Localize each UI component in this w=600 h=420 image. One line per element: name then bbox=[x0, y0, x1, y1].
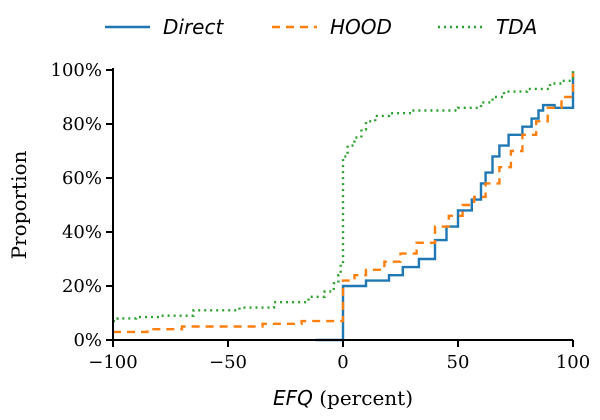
x-axis-label: EFQ (percent) bbox=[273, 386, 413, 410]
series-line-direct bbox=[315, 72, 575, 342]
x-axis-label-unit: (percent) bbox=[319, 386, 413, 410]
series-layer bbox=[113, 70, 575, 342]
x-tick-label: 100 bbox=[556, 352, 590, 373]
legend-label-direct: Direct bbox=[163, 15, 224, 39]
y-axis-label: Proportion bbox=[7, 150, 31, 259]
plot-area: 0% 20% 40% 60% 80% 100% −100 −50 0 50 100 bbox=[51, 60, 591, 373]
y-tick-label: 60% bbox=[62, 168, 102, 189]
y-tick-label: 40% bbox=[62, 222, 102, 243]
series-line-tda bbox=[113, 70, 575, 323]
y-tick-label: 20% bbox=[62, 276, 102, 297]
y-tick-label: 80% bbox=[62, 114, 102, 135]
x-tick-label: −50 bbox=[209, 352, 247, 373]
y-tick-label: 0% bbox=[73, 330, 102, 351]
y-tick-label: 100% bbox=[51, 60, 102, 81]
x-tick-label: 0 bbox=[337, 352, 348, 373]
legend-label-tda: TDA bbox=[496, 15, 537, 39]
legend-label-hood: HOOD bbox=[330, 15, 392, 39]
series-line-hood bbox=[113, 72, 575, 334]
x-tick-label: 50 bbox=[447, 352, 470, 373]
x-axis-label-variable: EFQ bbox=[273, 386, 313, 410]
axes: 0% 20% 40% 60% 80% 100% −100 −50 0 50 100 bbox=[51, 60, 591, 373]
x-tick-label: −100 bbox=[88, 352, 137, 373]
legend: Direct HOOD TDA bbox=[105, 15, 537, 39]
